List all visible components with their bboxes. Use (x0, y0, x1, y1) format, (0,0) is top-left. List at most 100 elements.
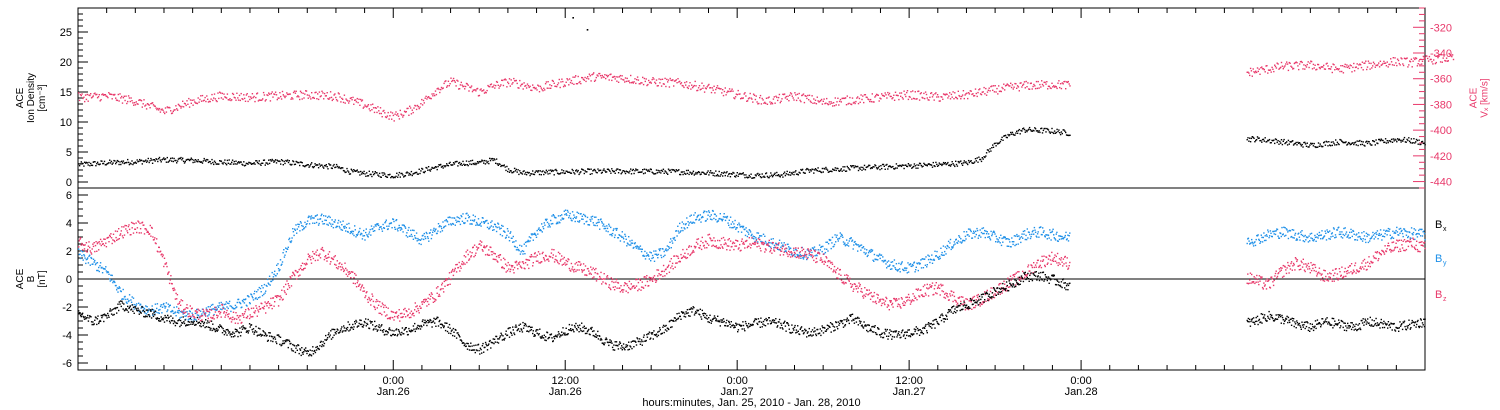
velocity-point (1325, 63, 1327, 65)
by-point (1382, 235, 1384, 237)
density-point (875, 165, 877, 167)
by-point (294, 228, 296, 230)
by-point (478, 224, 480, 226)
by-point (208, 312, 211, 314)
by-point (1022, 237, 1024, 239)
bz-point (165, 263, 167, 265)
density-point (90, 162, 92, 165)
density-point (1408, 137, 1410, 139)
by-point (598, 221, 600, 223)
density-point (501, 164, 503, 167)
by-point (392, 218, 395, 221)
density-point (709, 171, 711, 174)
by-point (172, 310, 174, 312)
by-point (512, 241, 514, 243)
density-point (1415, 138, 1418, 141)
velocity-point (176, 109, 179, 111)
density-point (480, 160, 482, 163)
by-point (354, 225, 356, 227)
by-point (637, 248, 640, 250)
bz-point (203, 312, 206, 314)
density-point (599, 169, 602, 171)
velocity-point (191, 99, 193, 101)
density-point (285, 159, 287, 162)
velocity-point (622, 78, 624, 81)
by-point (296, 232, 298, 234)
by-point (875, 258, 878, 261)
velocity-point (1298, 68, 1300, 71)
density-point (894, 167, 897, 169)
velocity-point (705, 88, 707, 90)
by-point (114, 281, 116, 284)
density-point (1326, 141, 1328, 143)
by-point (1407, 235, 1410, 238)
velocity-point (1414, 58, 1416, 61)
velocity-point (1010, 82, 1012, 84)
by-point (393, 220, 395, 223)
by-point (192, 315, 194, 317)
bz-point (167, 273, 169, 275)
density-point (560, 172, 562, 174)
density-point (607, 168, 609, 170)
by-point (965, 238, 967, 240)
velocity-point (1263, 69, 1265, 71)
by-point (323, 215, 325, 217)
by-point (597, 219, 600, 221)
velocity-point (446, 85, 449, 87)
by-point (184, 315, 186, 317)
velocity-point (717, 87, 720, 89)
density-point (567, 171, 569, 173)
density-point (542, 170, 544, 172)
density-point (948, 164, 950, 167)
velocity-point (200, 95, 202, 97)
velocity-point (884, 92, 886, 94)
bz-point (178, 302, 180, 305)
by-point (341, 229, 344, 231)
density-point (448, 162, 450, 164)
by-point (350, 231, 353, 234)
density-point (477, 162, 480, 164)
by-point (1031, 231, 1034, 233)
bz-point (105, 246, 108, 248)
density-point (138, 160, 140, 162)
by-point (606, 227, 609, 230)
velocity-point (540, 87, 542, 89)
by-point (593, 224, 595, 226)
velocity-point (447, 80, 450, 82)
velocity-point (418, 107, 420, 110)
density-point (687, 169, 689, 172)
by-point (154, 303, 157, 305)
by-point (347, 231, 349, 233)
density-point (663, 172, 665, 174)
velocity-point (189, 99, 192, 101)
velocity-point (643, 77, 646, 80)
by-point (973, 232, 976, 234)
density-point (314, 163, 316, 165)
by-point (1261, 241, 1264, 243)
by-point (481, 221, 483, 223)
velocity-point (91, 96, 94, 98)
density-point (1253, 137, 1255, 139)
by-point (840, 233, 843, 236)
density-point (668, 169, 671, 172)
density-point (158, 156, 161, 159)
velocity-point (747, 98, 750, 100)
density-point (669, 169, 671, 171)
velocity-point (318, 91, 321, 93)
velocity-point (1258, 68, 1260, 70)
by-point (680, 227, 683, 229)
by-point (497, 223, 500, 225)
by-point (566, 209, 569, 212)
by-point (359, 227, 361, 230)
velocity-point (78, 92, 80, 94)
by-point (879, 257, 881, 260)
by-point (1015, 243, 1017, 246)
density-point (690, 172, 692, 174)
velocity-point (826, 97, 828, 100)
velocity-point (1005, 84, 1008, 86)
density-point (400, 172, 402, 175)
by-point (501, 224, 503, 227)
by-point (851, 240, 853, 242)
density-point (1271, 139, 1273, 142)
velocity-point (730, 90, 732, 92)
